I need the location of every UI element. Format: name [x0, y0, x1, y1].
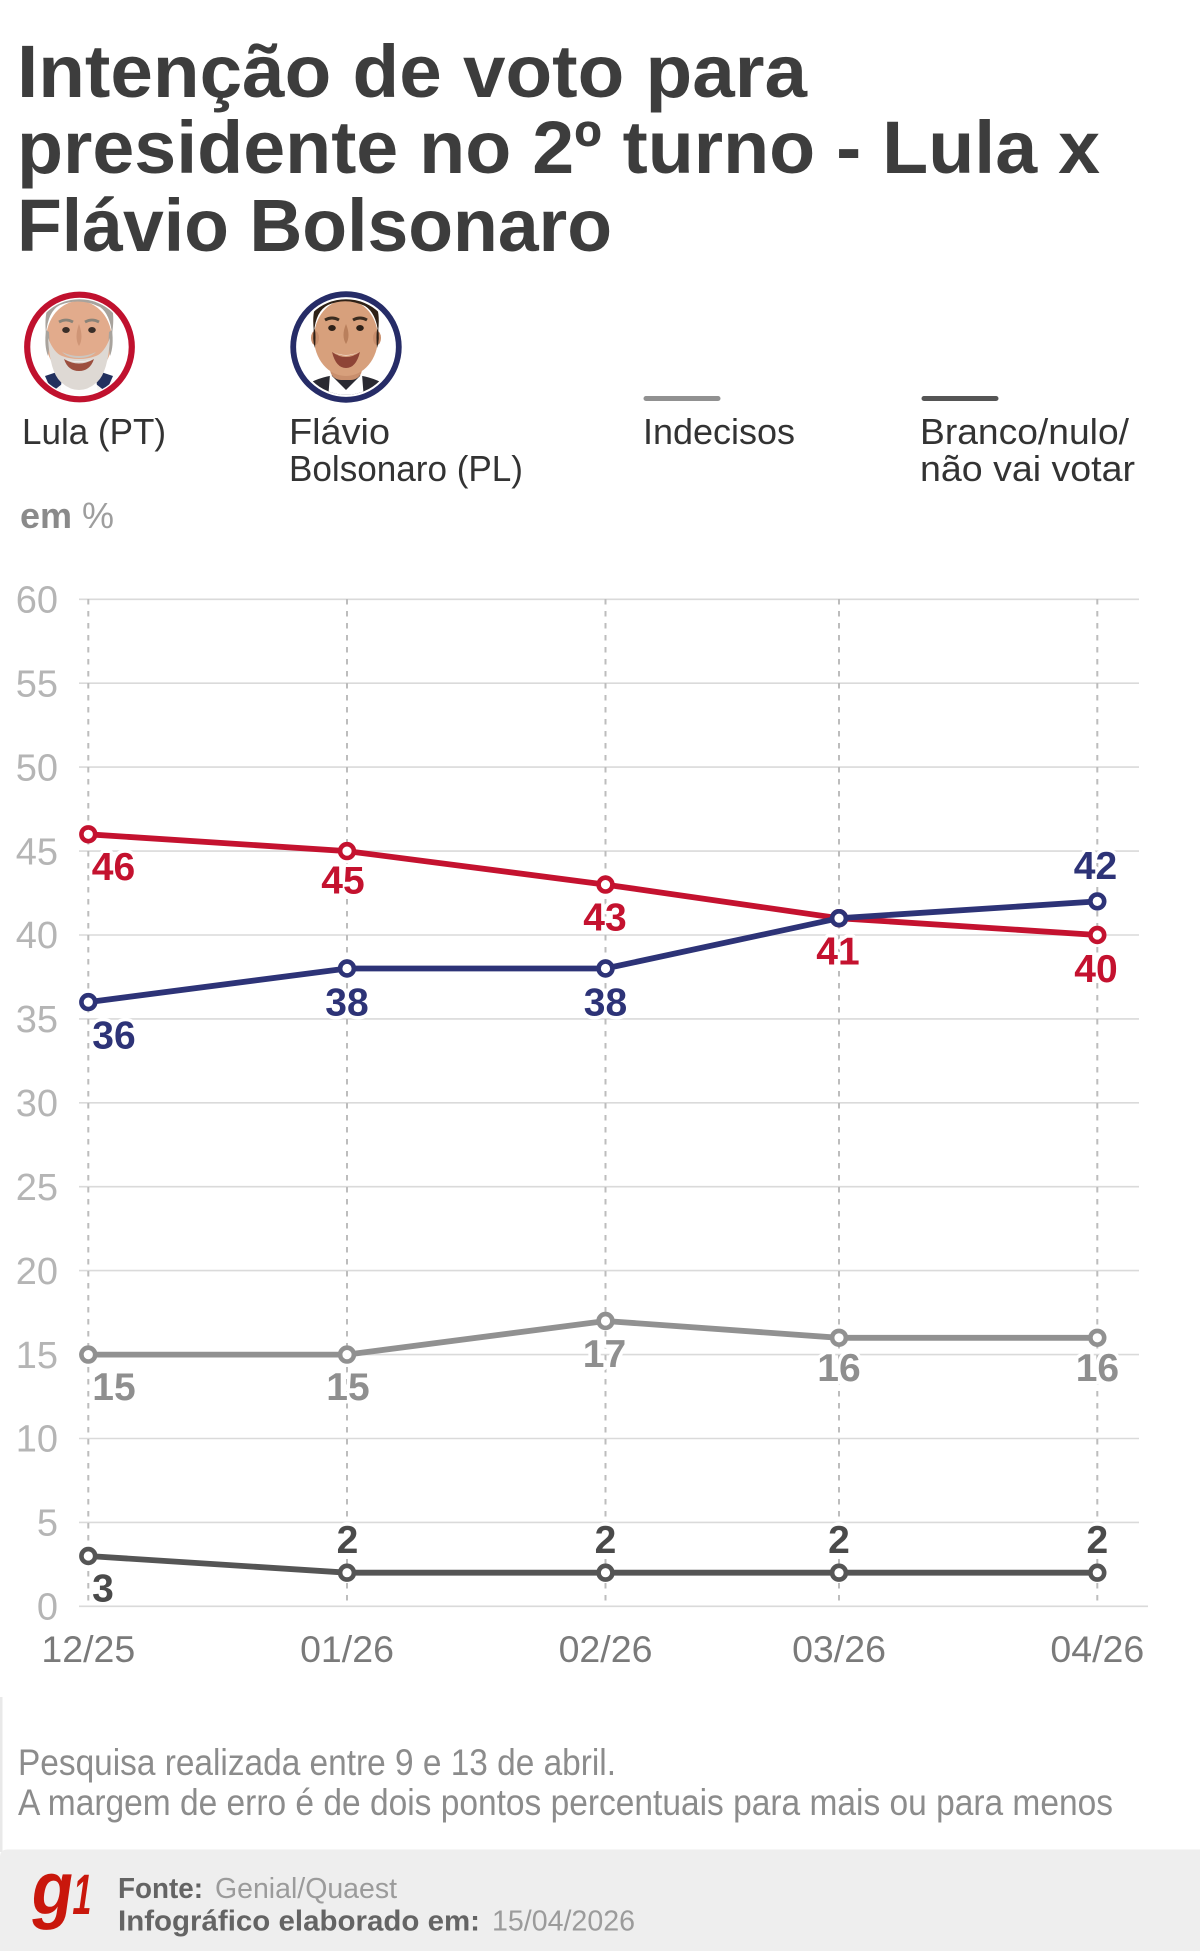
svg-text:43: 43 [583, 897, 626, 940]
svg-text:Genial/Quaest: Genial/Quaest [215, 1873, 397, 1905]
svg-text:Pesquisa realizada entre 9 e: Pesquisa realizada entre 9 e 13 de abril… [18, 1742, 616, 1783]
svg-text:Lula (PT): Lula (PT) [22, 411, 166, 452]
svg-text:02/26: 02/26 [559, 1628, 653, 1670]
svg-text:30: 30 [16, 1083, 58, 1125]
svg-text:03/26: 03/26 [792, 1628, 886, 1670]
svg-text:42: 42 [1074, 845, 1117, 888]
svg-text:15: 15 [92, 1366, 135, 1409]
svg-text:38: 38 [584, 982, 627, 1025]
svg-text:5: 5 [37, 1503, 58, 1545]
svg-text:12/25: 12/25 [41, 1628, 135, 1670]
svg-text:50: 50 [16, 747, 58, 789]
svg-text:15: 15 [326, 1366, 369, 1409]
svg-text:38: 38 [325, 982, 368, 1025]
svg-text:25: 25 [16, 1167, 58, 1209]
svg-text:36: 36 [92, 1015, 135, 1058]
svg-text:04/26: 04/26 [1050, 1628, 1144, 1670]
svg-text:Bolsonaro (PL): Bolsonaro (PL) [289, 448, 523, 489]
svg-text:Intenção de voto para: Intenção de voto para [17, 30, 808, 113]
svg-text:2: 2 [337, 1519, 359, 1562]
svg-text:15/04/2026: 15/04/2026 [492, 1906, 635, 1938]
svg-text:45: 45 [16, 831, 58, 873]
svg-text:Indecisos: Indecisos [643, 411, 795, 452]
svg-text:2: 2 [595, 1519, 617, 1562]
svg-text:01/26: 01/26 [300, 1628, 394, 1670]
svg-text:em %: em % [20, 495, 114, 536]
svg-text:10: 10 [16, 1419, 58, 1461]
svg-text:55: 55 [16, 663, 58, 705]
svg-text:45: 45 [321, 860, 364, 903]
svg-text:60: 60 [16, 580, 58, 622]
svg-text:3: 3 [92, 1568, 114, 1611]
svg-text:Branco/nulo/: Branco/nulo/ [920, 411, 1129, 452]
svg-text:40: 40 [1074, 948, 1117, 991]
svg-text:2: 2 [828, 1519, 850, 1562]
svg-text:não vai votar: não vai votar [920, 448, 1135, 489]
svg-text:35: 35 [16, 999, 58, 1041]
svg-text:A margem de erro é de dois pon: A margem de erro é de dois pontos percen… [18, 1782, 1113, 1823]
svg-text:Fonte:: Fonte: [118, 1873, 203, 1905]
svg-text:20: 20 [16, 1251, 58, 1293]
svg-text:presidente no 2º turno - Lula: presidente no 2º turno - Lula x [17, 106, 1100, 189]
svg-text:0: 0 [37, 1587, 58, 1629]
svg-text:46: 46 [92, 846, 135, 889]
svg-text:40: 40 [16, 915, 58, 957]
svg-text:17: 17 [583, 1333, 626, 1376]
svg-text:41: 41 [816, 931, 859, 974]
svg-text:2: 2 [1086, 1519, 1108, 1562]
svg-text:15: 15 [16, 1335, 58, 1377]
svg-text:Flávio: Flávio [289, 411, 390, 452]
svg-text:16: 16 [1076, 1347, 1119, 1390]
svg-text:16: 16 [817, 1347, 860, 1390]
svg-text:Flávio Bolsonaro: Flávio Bolsonaro [17, 184, 612, 267]
svg-text:Infográfico elaborado em:: Infográfico elaborado em: [118, 1906, 480, 1938]
